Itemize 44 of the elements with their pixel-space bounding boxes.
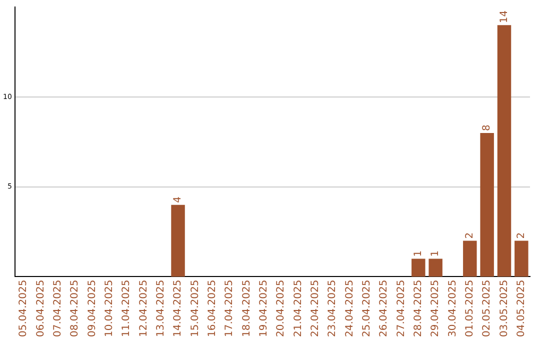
x-tick-label: 25.04.2025: [361, 280, 372, 338]
bar: [497, 25, 512, 277]
x-tick-label: 09.04.2025: [86, 280, 98, 338]
bar: [463, 240, 477, 277]
x-tick-label: 27.04.2025: [396, 280, 407, 338]
data-label: 8: [482, 124, 493, 131]
x-tick-label: 19.04.2025: [258, 280, 270, 338]
x-tick-label: 21.04.2025: [292, 280, 304, 338]
x-tick-label: 30.04.2025: [447, 280, 458, 338]
bar: [480, 132, 494, 277]
x-tick-label: 16.04.2025: [206, 280, 218, 338]
x-tick-label: 26.04.2025: [378, 280, 390, 338]
data-label: 1: [412, 250, 424, 257]
x-tick-label: 13.04.2025: [155, 280, 166, 338]
x-tick-label: 24.04.2025: [344, 280, 356, 338]
x-tick-label: 02.05.2025: [482, 280, 493, 338]
x-tick-label: 06.04.2025: [35, 280, 46, 338]
x-tick-label: 08.04.2025: [70, 280, 81, 338]
x-tick-label: 17.04.2025: [224, 280, 236, 338]
x-tick-label: 15.04.2025: [190, 280, 201, 338]
x-tick-label: 07.04.2025: [52, 280, 64, 338]
data-label: 2: [464, 232, 476, 239]
x-tick-label: 28.04.2025: [412, 280, 424, 338]
x-tick-label: 05.04.2025: [18, 280, 30, 338]
x-tick-label: 20.04.2025: [276, 280, 287, 338]
x-tick-label: 23.04.2025: [327, 280, 338, 338]
bar: [428, 258, 442, 277]
x-tick-label: 11.04.2025: [121, 280, 132, 338]
x-tick-label: 12.04.2025: [138, 280, 150, 338]
x-tick-label: 03.05.2025: [498, 280, 510, 338]
data-label: 4: [172, 196, 184, 203]
bar: [171, 204, 185, 277]
x-tick-label: 04.05.2025: [516, 280, 528, 338]
x-tick-label: 18.04.2025: [241, 280, 252, 338]
x-tick-label: 14.04.2025: [172, 280, 184, 338]
data-label: 1: [430, 250, 442, 257]
x-tick-label: 29.04.2025: [430, 280, 442, 338]
x-tick-label: 10.04.2025: [104, 280, 115, 338]
bar: [412, 258, 426, 277]
data-label: 2: [516, 232, 528, 239]
bar: [514, 240, 528, 277]
x-tick-label: 01.05.2025: [464, 280, 476, 338]
data-label: 14: [498, 10, 510, 24]
x-tick-label: 22.04.2025: [310, 280, 321, 338]
